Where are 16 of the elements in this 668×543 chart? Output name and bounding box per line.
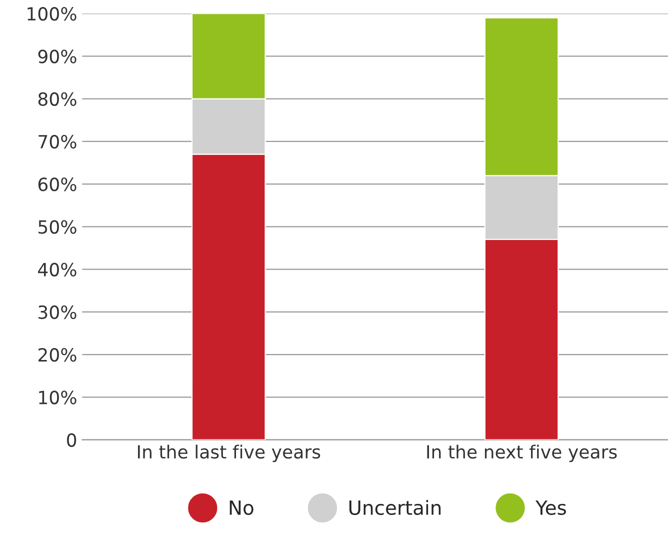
x-tick-label: In the next five years <box>427 444 617 462</box>
legend-label: Uncertain <box>349 500 441 516</box>
legend-label: No <box>230 500 254 516</box>
y-tick-label: 40% <box>38 262 76 276</box>
y-tick-label: 30% <box>38 305 76 320</box>
y-tick-label: 60% <box>38 178 76 192</box>
y-tick-label: 90% <box>38 50 76 64</box>
y-tick-label: 10% <box>39 390 76 404</box>
legend-label: Yes <box>535 500 566 516</box>
y-tick-label: 0 <box>67 433 76 447</box>
x-tick-label: In the last five years <box>138 444 320 462</box>
y-tick-label: 70% <box>38 134 76 149</box>
y-tick-label: 50% <box>38 220 76 234</box>
y-tick-label: 20% <box>38 348 76 362</box>
y-tick-label: 100% <box>28 7 76 21</box>
y-tick-label: 80% <box>38 92 76 106</box>
